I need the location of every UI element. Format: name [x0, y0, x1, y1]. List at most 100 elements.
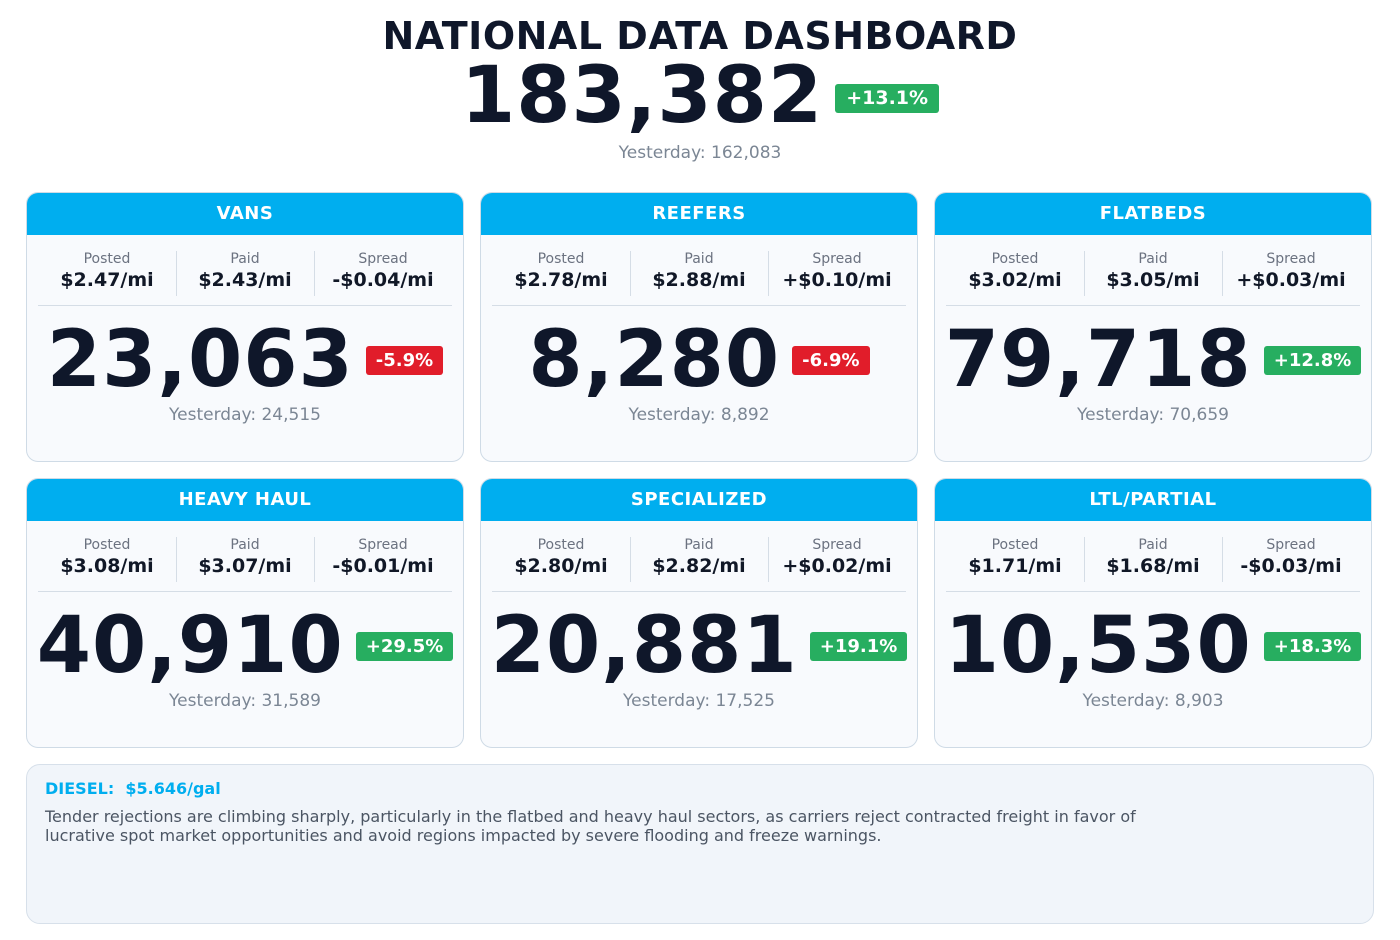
load-count: 10,530	[944, 601, 1252, 691]
metric-label: Posted	[991, 537, 1039, 553]
metric-spread: Spread -$0.01/mi	[314, 537, 452, 583]
metric-value: $1.68/mi	[1106, 555, 1200, 577]
change-badge: +19.1%	[809, 631, 908, 661]
metric-label: Paid	[684, 537, 714, 553]
yesterday-value: Yesterday: 31,589	[169, 691, 321, 711]
card-vans: VANS Posted $2.47/mi Paid $2.43/mi Sprea…	[26, 192, 464, 462]
card-title: REEFERS	[481, 193, 917, 235]
load-count: 20,881	[490, 601, 798, 691]
yesterday-value: Yesterday: 8,903	[1082, 691, 1224, 711]
change-badge: -5.9%	[365, 345, 444, 375]
card-main-value: 8,280 -6.9%	[481, 316, 917, 404]
metric-value: $3.05/mi	[1106, 269, 1200, 291]
metric-label: Spread	[812, 251, 862, 267]
card-main-value: 23,063 -5.9%	[27, 316, 463, 404]
metric-label: Paid	[230, 251, 260, 267]
metric-spread: Spread +$0.03/mi	[1222, 251, 1360, 297]
metric-label: Spread	[358, 251, 408, 267]
card-title: VANS	[27, 193, 463, 235]
yesterday-value: Yesterday: 70,659	[1077, 405, 1229, 425]
change-badge: +18.3%	[1263, 631, 1362, 661]
metric-label: Posted	[83, 537, 131, 553]
metric-label: Spread	[812, 537, 862, 553]
load-count: 79,718	[944, 315, 1252, 405]
metric-label: Posted	[537, 537, 585, 553]
metric-label: Paid	[1138, 537, 1168, 553]
change-badge: +29.5%	[355, 631, 454, 661]
metric-posted: Posted $2.47/mi	[38, 251, 176, 297]
card-title: FLATBEDS	[935, 193, 1371, 235]
metric-label: Posted	[991, 251, 1039, 267]
national-yesterday: Yesterday: 162,083	[618, 143, 782, 163]
metric-spread: Spread -$0.03/mi	[1222, 537, 1360, 583]
rate-metrics: Posted $2.78/mi Paid $2.88/mi Spread +$0…	[492, 251, 906, 297]
metric-spread: Spread +$0.10/mi	[768, 251, 906, 297]
metric-value: +$0.03/mi	[1236, 269, 1346, 291]
metric-value: $2.80/mi	[514, 555, 608, 577]
national-change-badge: +13.1%	[835, 83, 940, 113]
metric-value: $2.43/mi	[198, 269, 292, 291]
metric-value: +$0.10/mi	[782, 269, 892, 291]
metric-posted: Posted $3.08/mi	[38, 537, 176, 583]
page-title: NATIONAL DATA DASHBOARD	[382, 14, 1018, 58]
card-ltl-partial: LTL/PARTIAL Posted $1.71/mi Paid $1.68/m…	[934, 478, 1372, 748]
metric-label: Spread	[358, 537, 408, 553]
metric-paid: Paid $2.43/mi	[176, 251, 314, 297]
metric-spread: Spread -$0.04/mi	[314, 251, 452, 297]
card-title: SPECIALIZED	[481, 479, 917, 521]
metric-value: -$0.01/mi	[332, 555, 434, 577]
metric-value: $2.78/mi	[514, 269, 608, 291]
card-main-value: 10,530 +18.3%	[935, 602, 1371, 690]
rate-metrics: Posted $1.71/mi Paid $1.68/mi Spread -$0…	[946, 537, 1360, 583]
market-summary-text: Tender rejections are climbing sharply, …	[45, 807, 1136, 845]
card-reefers: REEFERS Posted $2.78/mi Paid $2.88/mi Sp…	[480, 192, 918, 462]
divider	[946, 591, 1360, 592]
divider	[492, 591, 906, 592]
metric-posted: Posted $2.78/mi	[492, 251, 630, 297]
card-specialized: SPECIALIZED Posted $2.80/mi Paid $2.82/m…	[480, 478, 918, 748]
metric-paid: Paid $1.68/mi	[1084, 537, 1222, 583]
equipment-cards-grid: VANS Posted $2.47/mi Paid $2.43/mi Sprea…	[26, 192, 1374, 748]
yesterday-value: Yesterday: 24,515	[169, 405, 321, 425]
card-flatbeds: FLATBEDS Posted $3.02/mi Paid $3.05/mi S…	[934, 192, 1372, 462]
metric-label: Posted	[537, 251, 585, 267]
metric-paid: Paid $2.82/mi	[630, 537, 768, 583]
metric-label: Spread	[1266, 251, 1316, 267]
metric-value: $3.02/mi	[968, 269, 1062, 291]
metric-posted: Posted $3.02/mi	[946, 251, 1084, 297]
metric-label: Paid	[684, 251, 714, 267]
metric-value: $1.71/mi	[968, 555, 1062, 577]
divider	[38, 305, 452, 306]
card-title: HEAVY HAUL	[27, 479, 463, 521]
load-count: 40,910	[36, 601, 344, 691]
metric-label: Posted	[83, 251, 131, 267]
metric-value: $3.07/mi	[198, 555, 292, 577]
rate-metrics: Posted $3.08/mi Paid $3.07/mi Spread -$0…	[38, 537, 452, 583]
national-total: 183,382 +13.1%	[0, 52, 1400, 140]
card-heavy-haul: HEAVY HAUL Posted $3.08/mi Paid $3.07/mi…	[26, 478, 464, 748]
load-count: 8,280	[528, 315, 781, 405]
metric-value: $2.47/mi	[60, 269, 154, 291]
diesel-price: DIESEL: $5.646/gal	[45, 779, 221, 798]
metric-value: +$0.02/mi	[782, 555, 892, 577]
load-count: 23,063	[46, 315, 354, 405]
metric-paid: Paid $2.88/mi	[630, 251, 768, 297]
metric-value: -$0.04/mi	[332, 269, 434, 291]
metric-value: -$0.03/mi	[1240, 555, 1342, 577]
metric-spread: Spread +$0.02/mi	[768, 537, 906, 583]
metric-value: $2.82/mi	[652, 555, 746, 577]
divider	[492, 305, 906, 306]
metric-label: Paid	[230, 537, 260, 553]
divider	[38, 591, 452, 592]
metric-posted: Posted $2.80/mi	[492, 537, 630, 583]
yesterday-value: Yesterday: 17,525	[623, 691, 775, 711]
rate-metrics: Posted $2.80/mi Paid $2.82/mi Spread +$0…	[492, 537, 906, 583]
metric-value: $3.08/mi	[60, 555, 154, 577]
metric-value: $2.88/mi	[652, 269, 746, 291]
rate-metrics: Posted $3.02/mi Paid $3.05/mi Spread +$0…	[946, 251, 1360, 297]
national-total-value: 183,382	[460, 51, 824, 141]
metric-label: Spread	[1266, 537, 1316, 553]
yesterday-value: Yesterday: 8,892	[628, 405, 770, 425]
divider	[946, 305, 1360, 306]
metric-paid: Paid $3.05/mi	[1084, 251, 1222, 297]
